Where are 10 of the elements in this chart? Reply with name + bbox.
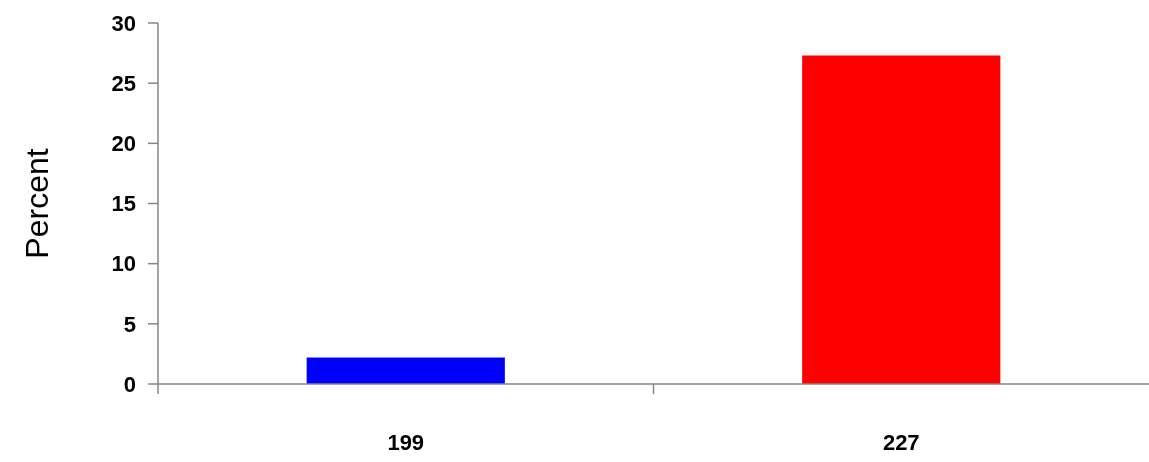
y-tick-label: 5: [123, 311, 136, 337]
y-tick-label: 30: [111, 10, 136, 36]
x-tick-label: 199: [387, 430, 425, 455]
y-axis-title: Percent: [19, 148, 55, 259]
y-tick-label: 25: [111, 70, 136, 96]
x-tick-label: 227: [882, 430, 920, 455]
y-tick-label: 0: [123, 371, 136, 397]
y-tick-label: 20: [111, 131, 136, 157]
y-tick-label: 15: [111, 191, 136, 217]
y-tick-label: 10: [111, 251, 136, 277]
